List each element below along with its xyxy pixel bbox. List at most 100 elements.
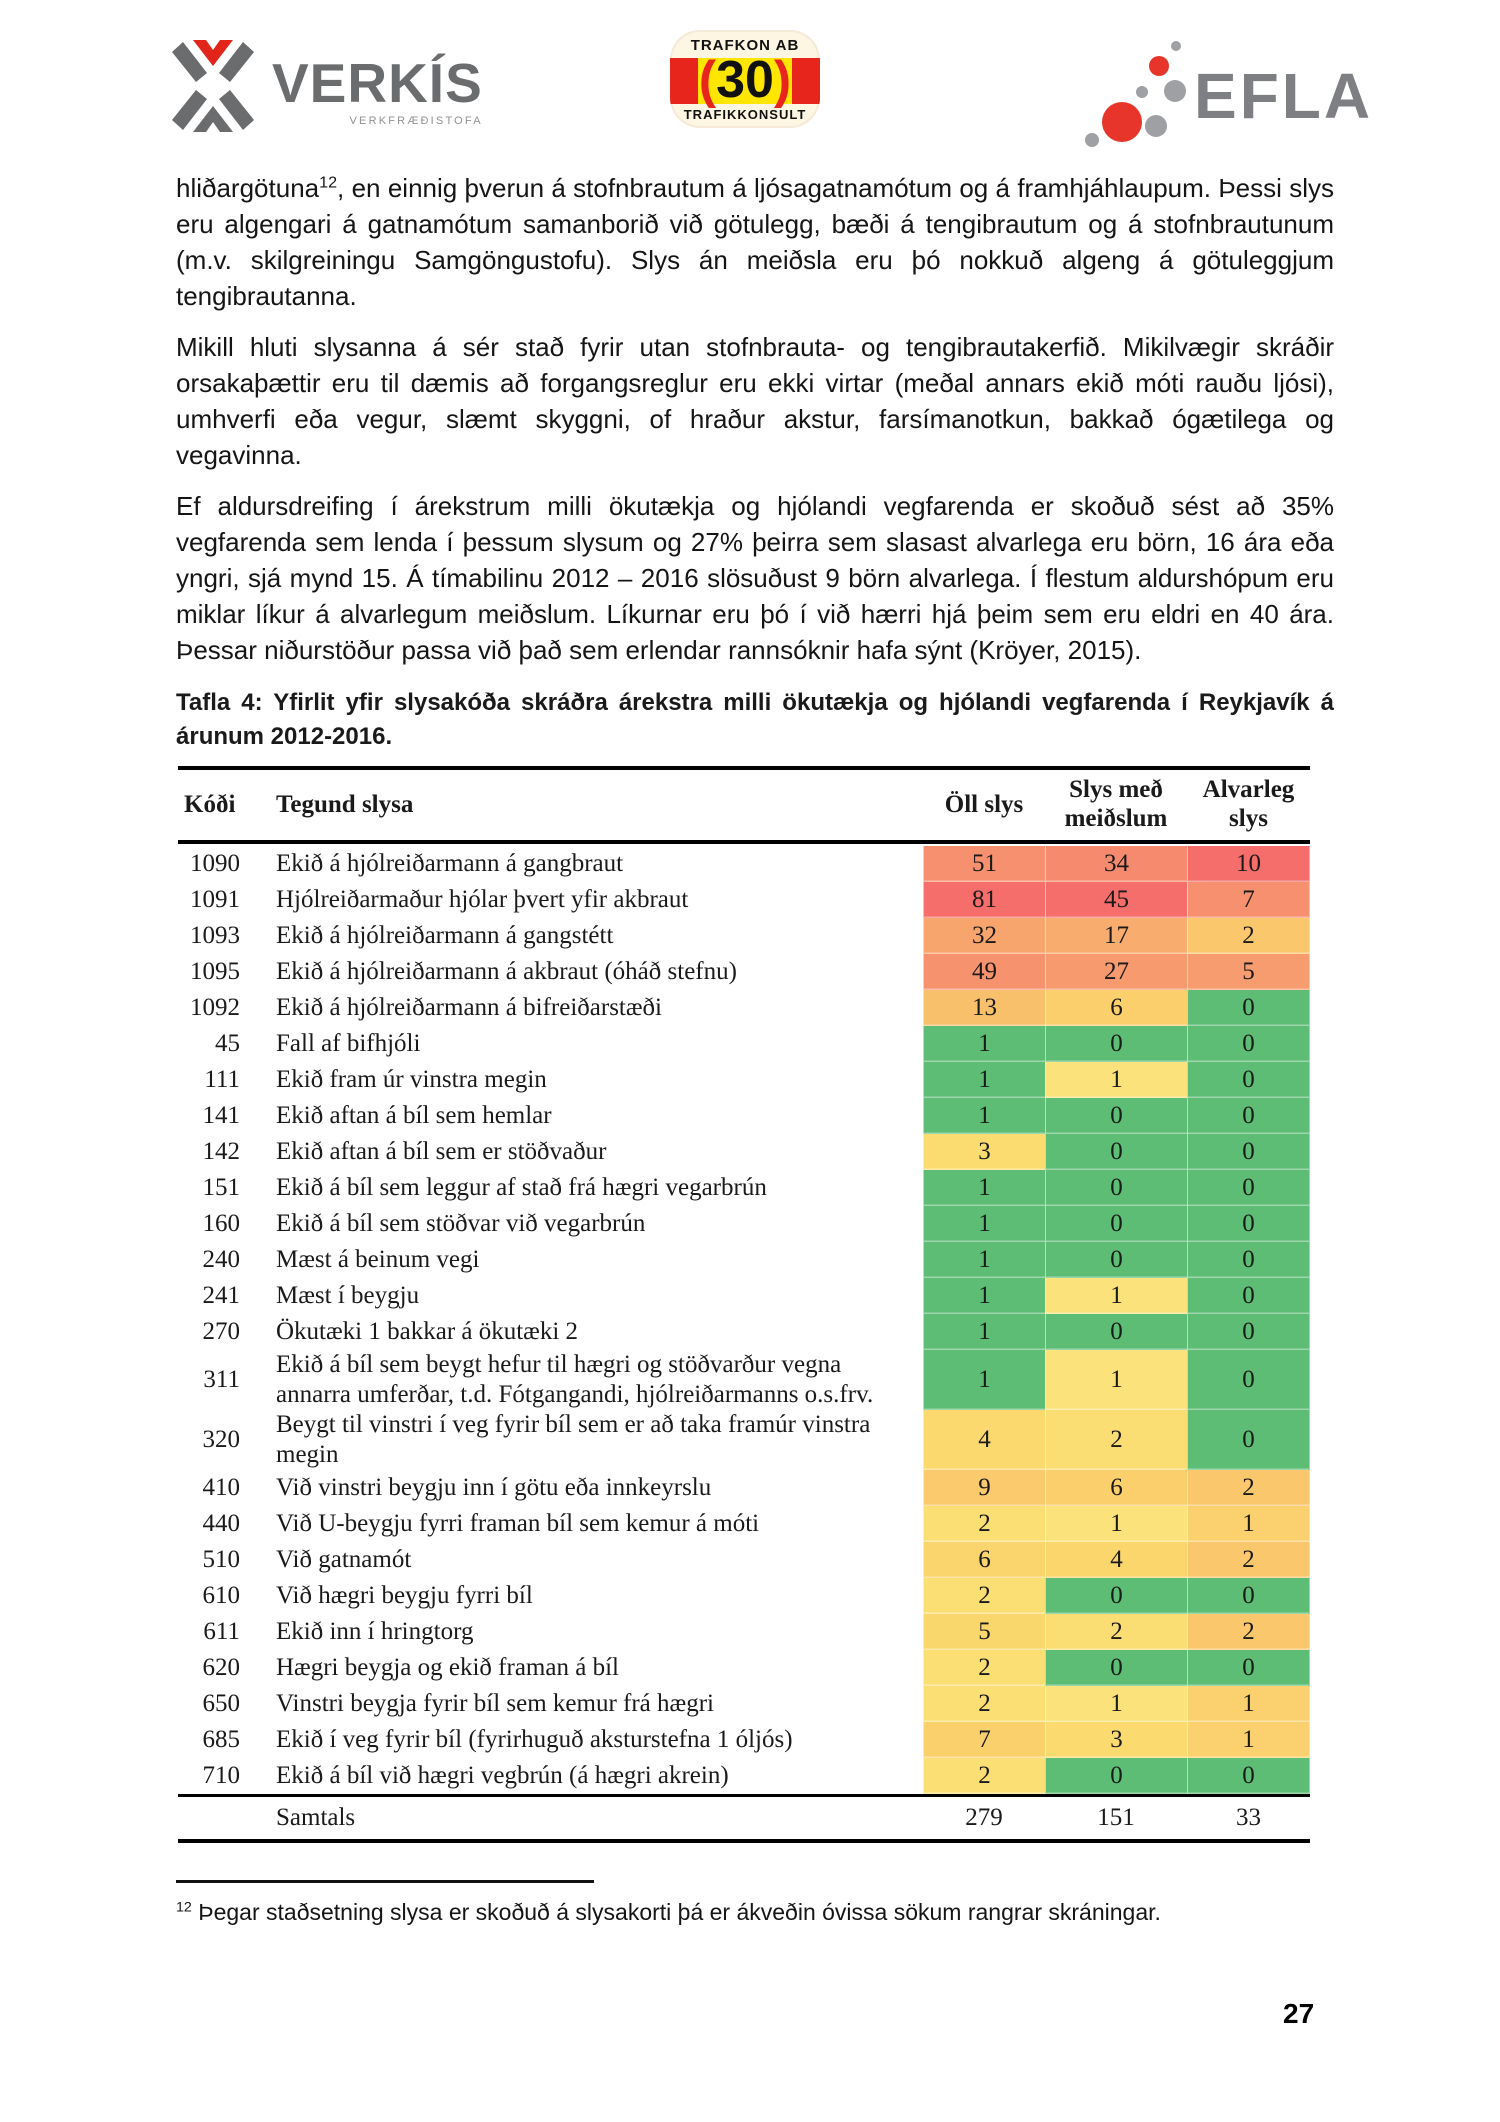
- severe-accidents-cell: 1: [1187, 1686, 1310, 1722]
- injury-accidents-cell: 4: [1045, 1542, 1187, 1578]
- trafkon-paren-open: (: [698, 51, 717, 109]
- injury-accidents-cell: 1: [1045, 1062, 1187, 1098]
- table-row: 510 Við gatnamót 6 4 2: [178, 1542, 1310, 1578]
- description-cell: Hjólreiðarmaður hjólar þvert yfir akbrau…: [276, 886, 689, 913]
- severe-accidents-cell: 5: [1187, 954, 1310, 990]
- all-accidents-cell: 51: [923, 846, 1045, 882]
- description-cell: Ekið fram úr vinstra megin: [276, 1066, 547, 1093]
- injury-accidents-cell: 0: [1045, 1242, 1187, 1278]
- table-row: 1091 Hjólreiðarmaður hjólar þvert yfir ak…: [178, 882, 1310, 918]
- page-content: hliðargötuna12, en einnig þverun á stofn…: [176, 170, 1334, 1843]
- injury-accidents-cell: 6: [1045, 1470, 1187, 1506]
- efla-name: EFLA: [1194, 60, 1374, 132]
- description-cell: Ekið á bíl sem beygt hefur til hægri og …: [276, 1351, 874, 1408]
- code-cell: 311: [203, 1366, 240, 1393]
- efla-logo: EFLA: [1080, 36, 1373, 153]
- all-accidents-cell: 1: [923, 1206, 1045, 1242]
- total-label: Samtals: [276, 1804, 356, 1831]
- code-cell: 685: [202, 1726, 241, 1753]
- code-cell: 240: [202, 1246, 241, 1273]
- table-row: 45 Fall af bifhjóli 1 0 0: [178, 1026, 1310, 1062]
- severe-accidents-cell: 0: [1187, 1410, 1310, 1470]
- severe-accidents-cell: 0: [1187, 1578, 1310, 1614]
- verkis-subtitle: VERKFRÆÐISTOFA: [349, 115, 483, 127]
- severe-accidents-cell: 1: [1187, 1506, 1310, 1542]
- injury-accidents-cell: 2: [1045, 1410, 1187, 1470]
- injury-accidents-cell: 34: [1045, 846, 1187, 882]
- trafkon-logo: TRAFKON AB (30) TRAFIKKONSULT: [670, 30, 820, 128]
- page-number: 27: [1283, 1998, 1315, 2029]
- severe-accidents-cell: 0: [1187, 1278, 1310, 1314]
- description-cell: Við vinstri beygju inn í götu eða innkey…: [276, 1474, 712, 1501]
- severe-accidents-cell: 10: [1187, 846, 1310, 882]
- trafkon-paren-close: ): [773, 51, 792, 109]
- injury-accidents-cell: 1: [1045, 1506, 1187, 1542]
- table-row: 240 Mæst á beinum vegi 1 0 0: [178, 1242, 1310, 1278]
- severe-accidents-cell: 0: [1187, 1098, 1310, 1134]
- code-cell: 710: [202, 1762, 241, 1789]
- footnote-separator: [176, 1880, 594, 1883]
- table-row: 440 Við U-beygju fyrri framan bíl sem kem…: [178, 1506, 1310, 1542]
- code-cell: 320: [202, 1426, 241, 1453]
- description-cell: Ekið á hjólreiðarmann á gangbraut: [276, 850, 624, 877]
- description-cell: Mæst á beinum vegi: [276, 1246, 480, 1273]
- injury-accidents-cell: 0: [1045, 1026, 1187, 1062]
- table-row: 1090 Ekið á hjólreiðarmann á gangbraut 51 3…: [178, 846, 1310, 882]
- column-header-type: Tegund slysa: [276, 790, 414, 818]
- table-row: 410 Við vinstri beygju inn í götu eða inn…: [178, 1470, 1310, 1506]
- description-cell: Vinstri beygja fyrir bíl sem kemur frá h…: [276, 1690, 714, 1717]
- all-accidents-cell: 13: [923, 990, 1045, 1026]
- description-cell: Við hægri beygju fyrri bíl: [276, 1582, 533, 1609]
- trafkon-bottom-text: TRAFIKKONSULT: [683, 107, 807, 122]
- description-cell: Ekið á hjólreiðarmann á akbraut (óháð st…: [276, 958, 737, 985]
- injury-accidents-cell: 2: [1045, 1614, 1187, 1650]
- injury-accidents-cell: 45: [1045, 882, 1187, 918]
- code-cell: 241: [202, 1282, 241, 1309]
- injury-accidents-cell: 1: [1045, 1278, 1187, 1314]
- paragraph-1-pre: hliðargötuna: [176, 173, 320, 203]
- injury-accidents-cell: 0: [1045, 1578, 1187, 1614]
- injury-accidents-cell: 0: [1045, 1098, 1187, 1134]
- severe-accidents-cell: 2: [1187, 918, 1310, 954]
- table-row: 650 Vinstri beygja fyrir bíl sem kemur fr…: [178, 1686, 1310, 1722]
- body-paragraph-2: Mikill hluti slysanna á sér stað fyrir u…: [176, 332, 1334, 470]
- severe-accidents-cell: 2: [1187, 1614, 1310, 1650]
- description-cell: Ekið aftan á bíl sem er stöðvaður: [276, 1138, 607, 1165]
- description-cell: Ekið á bíl sem stöðvar við vegarbrún: [276, 1210, 646, 1237]
- description-cell: Beygt til vinstri í veg fyrir bíl sem er…: [276, 1411, 871, 1468]
- code-cell: 111: [204, 1066, 240, 1093]
- severe-accidents-cell: 2: [1187, 1542, 1310, 1578]
- table-row: 160 Ekið á bíl sem stöðvar við vegarbrún 1…: [178, 1206, 1310, 1242]
- all-accidents-cell: 7: [923, 1722, 1045, 1758]
- all-accidents-cell: 1: [923, 1098, 1045, 1134]
- footnote-number: 12: [176, 1899, 192, 1916]
- injury-accidents-cell: 6: [1045, 990, 1187, 1026]
- total-code-cell: [178, 1801, 258, 1835]
- all-accidents-cell: 81: [923, 882, 1045, 918]
- severe-accidents-cell: 0: [1187, 1314, 1310, 1350]
- verkis-logo: VERKÍS VERKFRÆÐISTOFA: [166, 36, 483, 141]
- severe-accidents-cell: 0: [1187, 1242, 1310, 1278]
- description-cell: Ekið í veg fyrir bíl (fyrirhuguð aksturs…: [276, 1726, 793, 1753]
- table-caption: Tafla 4: Yfirlit yfir slysakóða skráðra …: [176, 689, 1334, 750]
- table-row: 611 Ekið inn í hringtorg 5 2 2: [178, 1614, 1310, 1650]
- injury-accidents-cell: 1: [1045, 1686, 1187, 1722]
- all-accidents-cell: 1: [923, 1314, 1045, 1350]
- table-row: 620 Hægri beygja og ekið framan á bíl 2 0 0: [178, 1650, 1310, 1686]
- column-header-code: Kóði: [184, 790, 236, 818]
- trafkon-30-badge: (30): [670, 52, 820, 108]
- severe-accidents-cell: 0: [1187, 990, 1310, 1026]
- all-accidents-cell: 2: [923, 1578, 1045, 1614]
- verkis-name: VERKÍS: [272, 52, 483, 114]
- description-cell: Mæst í beygju: [276, 1282, 420, 1309]
- table-row: 142 Ekið aftan á bíl sem er stöðvaður 3 0 0: [178, 1134, 1310, 1170]
- footnote-reference: 12: [319, 173, 338, 192]
- paragraph-1-rest: , en einnig þverun á stofnbrautum á ljós…: [176, 173, 1334, 311]
- description-cell: Hægri beygja og ekið framan á bíl: [276, 1654, 619, 1681]
- all-accidents-cell: 2: [923, 1650, 1045, 1686]
- table-row: 710 Ekið á bíl við hægri vegbrún (á hægri…: [178, 1758, 1310, 1794]
- code-cell: 610: [202, 1582, 241, 1609]
- all-accidents-cell: 3: [923, 1134, 1045, 1170]
